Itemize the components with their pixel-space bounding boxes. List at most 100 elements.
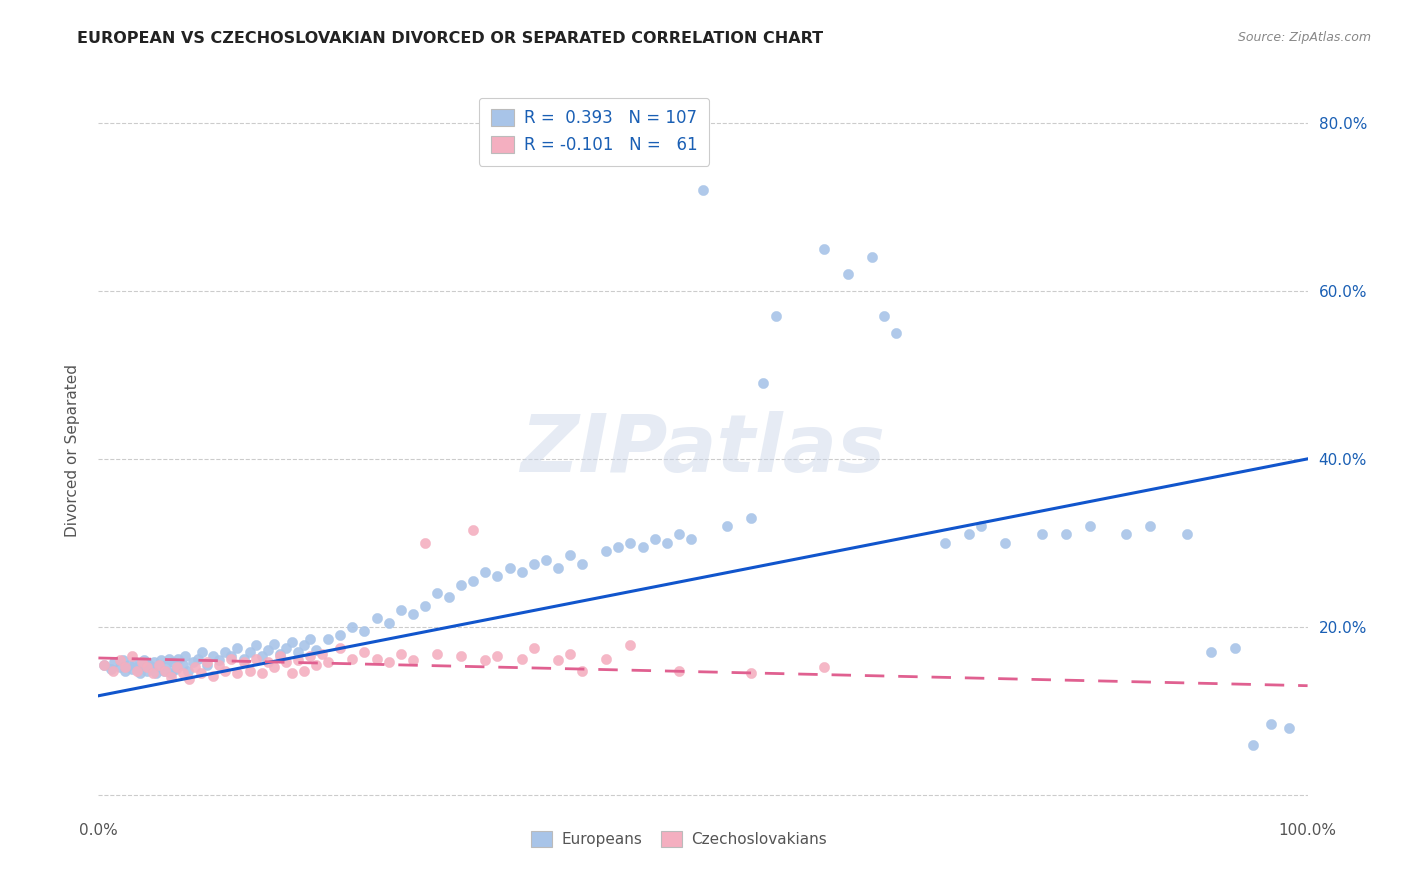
Point [121, 649, 143, 664]
Point [101, 664, 124, 678]
Point [274, 640, 297, 655]
Point [765, 309, 787, 323]
Point [221, 649, 243, 664]
Point [239, 645, 262, 659]
Point [668, 664, 690, 678]
Point [510, 566, 533, 580]
Point [595, 652, 617, 666]
Point [299, 649, 322, 664]
Point [111, 653, 134, 667]
Point [450, 578, 472, 592]
Point [1054, 527, 1077, 541]
Point [1031, 527, 1053, 541]
Point [281, 666, 304, 681]
Point [716, 519, 738, 533]
Point [619, 536, 641, 550]
Point [571, 557, 593, 571]
Point [377, 655, 399, 669]
Point [299, 632, 322, 647]
Point [148, 657, 170, 672]
Text: EUROPEAN VS CZECHOSLOVAKIAN DIVORCED OR SEPARATED CORRELATION CHART: EUROPEAN VS CZECHOSLOVAKIAN DIVORCED OR … [77, 31, 824, 46]
Point [668, 527, 690, 541]
Point [232, 655, 254, 669]
Point [413, 536, 436, 550]
Point [631, 540, 654, 554]
Point [970, 519, 993, 533]
Point [813, 660, 835, 674]
Point [886, 326, 908, 340]
Point [93, 657, 115, 672]
Point [93, 657, 115, 672]
Point [114, 660, 136, 674]
Point [426, 586, 449, 600]
Point [752, 376, 775, 391]
Point [486, 649, 509, 664]
Point [281, 635, 304, 649]
Point [274, 655, 297, 669]
Point [558, 549, 581, 563]
Point [167, 652, 190, 666]
Point [329, 628, 352, 642]
Point [292, 639, 315, 653]
Point [202, 649, 225, 664]
Point [329, 640, 352, 655]
Point [619, 639, 641, 653]
Point [142, 666, 165, 681]
Point [934, 536, 956, 550]
Point [377, 615, 399, 630]
Point [366, 652, 388, 666]
Point [498, 561, 520, 575]
Point [873, 309, 896, 323]
Point [138, 657, 160, 672]
Point [474, 653, 496, 667]
Point [208, 657, 231, 672]
Point [195, 657, 218, 672]
Point [245, 652, 267, 666]
Point [1223, 640, 1246, 655]
Point [292, 664, 315, 678]
Point [191, 645, 214, 659]
Point [523, 557, 546, 571]
Point [558, 647, 581, 661]
Point [239, 664, 262, 678]
Point [311, 647, 333, 661]
Point [162, 655, 184, 669]
Point [103, 655, 125, 669]
Point [124, 655, 146, 669]
Point [131, 655, 153, 669]
Point [127, 660, 149, 674]
Point [135, 660, 157, 674]
Point [108, 660, 131, 674]
Point [269, 647, 291, 661]
Point [187, 652, 209, 666]
Point [250, 649, 273, 664]
Point [141, 660, 163, 674]
Point [389, 603, 412, 617]
Point [607, 540, 630, 554]
Point [108, 653, 131, 667]
Point [145, 666, 167, 681]
Point [595, 544, 617, 558]
Point [1078, 519, 1101, 533]
Point [534, 552, 557, 566]
Point [155, 657, 177, 672]
Point [305, 643, 328, 657]
Point [692, 183, 714, 197]
Point [181, 655, 204, 669]
Point [474, 566, 496, 580]
Point [486, 569, 509, 583]
Point [813, 242, 835, 256]
Point [389, 647, 412, 661]
Point [547, 653, 569, 667]
Point [128, 666, 150, 681]
Point [342, 620, 364, 634]
Point [179, 672, 201, 686]
Text: ZIPatlas: ZIPatlas [520, 411, 886, 490]
Point [1139, 519, 1161, 533]
Point [256, 655, 278, 669]
Point [121, 662, 143, 676]
Point [287, 653, 309, 667]
Point [679, 532, 702, 546]
Point [172, 666, 194, 681]
Point [437, 591, 460, 605]
